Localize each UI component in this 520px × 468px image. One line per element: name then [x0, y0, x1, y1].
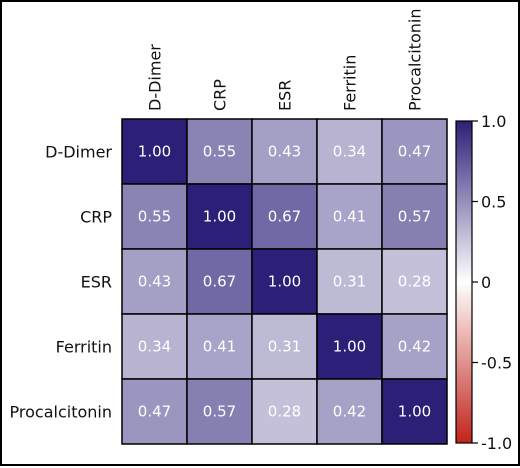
heatmap-cell: [251, 378, 318, 445]
colorbar-tick-label: 0: [481, 273, 491, 292]
cell-value-label: 0.57: [203, 403, 236, 421]
y-axis-label: D-Dimer: [45, 143, 112, 162]
cell-value-label: 0.57: [398, 208, 431, 226]
heatmap-cell: [121, 378, 188, 445]
heatmap-cell: [251, 313, 318, 380]
cell-value-label: 0.28: [398, 273, 431, 291]
cell-value-label: 0.47: [398, 143, 431, 161]
heatmap-cell: [121, 313, 188, 380]
cell-value-label: 1.00: [333, 338, 366, 356]
cell-value-label: 0.41: [333, 208, 366, 226]
cell-value-label: 0.28: [268, 403, 301, 421]
cell-value-label: 0.42: [398, 338, 431, 356]
cell-value-label: 0.67: [268, 208, 301, 226]
cell-value-label: 0.55: [203, 143, 236, 161]
cell-value-label: 0.31: [268, 338, 301, 356]
cell-value-label: 0.34: [333, 143, 366, 161]
colorbar: [455, 120, 473, 444]
cell-value-label: 0.43: [268, 143, 301, 161]
cell-value-label: 0.55: [138, 208, 171, 226]
cell-value-label: 0.47: [138, 403, 171, 421]
y-axis-label: CRP: [80, 208, 112, 227]
y-axis-label: Ferritin: [56, 338, 112, 357]
heatmap-cell: [381, 183, 448, 250]
heatmap-cell: [121, 118, 188, 185]
colorbar-tick-label: 0.5: [481, 193, 506, 212]
colorbar-tick-label: -1.0: [481, 434, 512, 453]
cell-value-label: 0.41: [203, 338, 236, 356]
heatmap-cell: [186, 378, 253, 445]
heatmap-cell: [251, 183, 318, 250]
heatmap-cell: [186, 313, 253, 380]
x-axis-label: Procalcitonin: [406, 9, 425, 111]
cell-value-label: 1.00: [268, 273, 301, 291]
cell-value-label: 1.00: [138, 143, 171, 161]
y-axis-label: ESR: [81, 273, 112, 292]
heatmap-cell: [121, 183, 188, 250]
x-axis-label: ESR: [276, 80, 295, 111]
cell-value-label: 0.42: [333, 403, 366, 421]
x-axis-label: CRP: [211, 79, 230, 111]
cell-value-label: 1.00: [398, 403, 431, 421]
cell-value-label: 1.00: [203, 208, 236, 226]
x-axis-label: Ferritin: [341, 55, 360, 111]
heatmap-cell: [316, 313, 383, 380]
heatmap-cell: [186, 248, 253, 315]
cell-value-label: 0.31: [333, 273, 366, 291]
cell-value-label: 0.43: [138, 273, 171, 291]
x-axis-label: D-Dimer: [146, 44, 165, 111]
heatmap-cell: [381, 313, 448, 380]
cell-value-label: 0.34: [138, 338, 171, 356]
y-axis-label: Procalcitonin: [10, 403, 112, 422]
heatmap-cell: [381, 378, 448, 445]
colorbar-tick-label: -0.5: [481, 354, 512, 373]
cell-value-label: 0.67: [203, 273, 236, 291]
heatmap-cell: [316, 248, 383, 315]
colorbar-tick-label: 1.0: [481, 112, 506, 131]
heatmap-cell: [186, 118, 253, 185]
